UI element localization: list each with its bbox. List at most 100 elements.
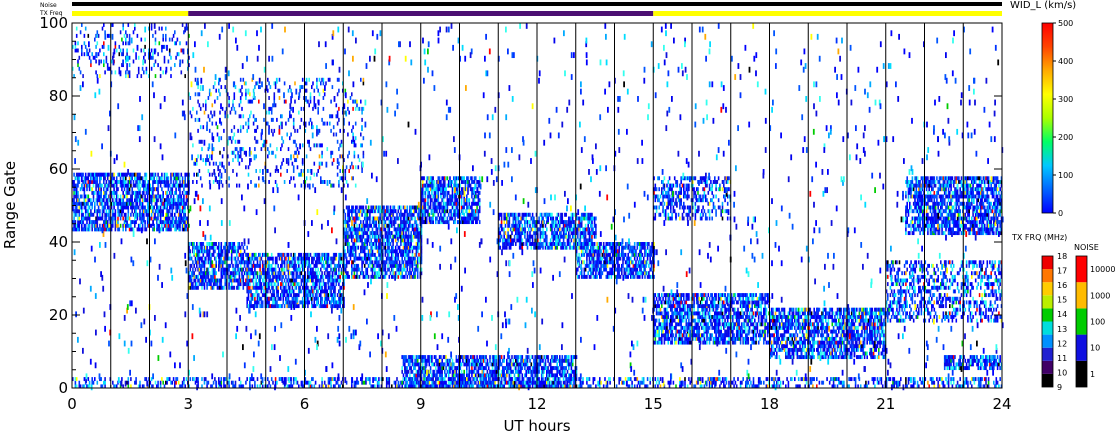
echo-cell (214, 274, 216, 279)
echo-cell (686, 336, 689, 341)
echo-cell (246, 263, 248, 268)
echo-cell (688, 336, 690, 341)
echo-cell (410, 212, 412, 217)
echo-cell (627, 274, 629, 279)
echo-cell (406, 249, 409, 254)
echo-cell (134, 209, 136, 214)
echo-cell (82, 201, 84, 206)
echo-cell (506, 242, 508, 246)
echo-cell (156, 180, 158, 184)
echo-cell (400, 220, 402, 225)
echo-cell (110, 172, 113, 177)
echo-cell (83, 176, 86, 181)
echo-cell (380, 252, 383, 257)
echo-cell (220, 256, 223, 261)
echo-cell (286, 260, 288, 265)
echo-cell (340, 267, 343, 272)
echo-cell (402, 242, 405, 246)
echo-cell (176, 180, 179, 184)
echo-cell (383, 267, 385, 272)
echo-cell (74, 183, 77, 188)
echo-cell (263, 282, 265, 287)
echo-cell (307, 271, 309, 276)
echo-cell (292, 271, 295, 276)
echo-cell (405, 252, 407, 257)
echo-cell (601, 271, 604, 276)
echo-cell (221, 263, 224, 268)
echo-cell (409, 271, 411, 276)
echo-cell (666, 329, 668, 334)
echo-cell (712, 296, 715, 301)
echo-cell (189, 282, 192, 287)
echo-cell (363, 274, 366, 279)
echo-cell (358, 212, 361, 217)
echo-cell (349, 216, 352, 221)
echo-cell (159, 212, 162, 217)
echo-cell (121, 183, 123, 188)
echo-cell (382, 242, 384, 246)
echo-cell (498, 216, 500, 221)
echo-cell (711, 307, 713, 312)
echo-cell (326, 260, 329, 265)
echo-cell (91, 187, 93, 192)
echo-cell (308, 289, 310, 294)
echo-cell (347, 245, 349, 250)
echo-cell (714, 315, 716, 319)
echo-cell (404, 242, 406, 246)
echo-cell (360, 256, 362, 261)
echo-cell (614, 245, 617, 250)
echo-cell (154, 201, 157, 206)
echo-cell (162, 190, 164, 195)
echo-cell (533, 216, 535, 221)
echo-cell (353, 271, 356, 276)
echo-cell (323, 271, 326, 276)
echo-cell (252, 263, 255, 268)
echo-cell (326, 271, 329, 276)
echo-cell (210, 242, 212, 246)
echo-cell (184, 205, 186, 210)
echo-cell (126, 194, 128, 199)
echo-cell (258, 300, 260, 305)
echo-cell (97, 227, 100, 232)
echo-cell (347, 242, 349, 246)
echo-cell (391, 260, 393, 265)
echo-cell (132, 212, 135, 217)
echo-cell (318, 278, 321, 283)
echo-cell (463, 187, 465, 192)
echo-cell (672, 293, 675, 298)
echo-cell (473, 194, 476, 199)
echo-cell (511, 231, 513, 236)
echo-cell (685, 322, 688, 327)
echo-cell (94, 227, 96, 232)
echo-cell (450, 198, 453, 203)
echo-cell (233, 242, 236, 246)
echo-cell (225, 249, 228, 254)
echo-cell (637, 263, 640, 268)
echo-cell (166, 212, 168, 217)
echo-cell (118, 172, 121, 177)
echo-cell (150, 223, 153, 228)
echo-cell (249, 289, 251, 294)
echo-cell (373, 274, 375, 279)
echo-cell (673, 336, 676, 341)
echo-cell (157, 212, 159, 217)
echo-cell (87, 223, 90, 228)
echo-cell (451, 180, 454, 184)
echo-cell (177, 220, 180, 225)
echo-cell (108, 205, 110, 210)
echo-cell (229, 245, 232, 250)
echo-cell (168, 227, 171, 232)
echo-cell (175, 183, 177, 188)
echo-cell (277, 263, 279, 268)
echo-cell (131, 201, 133, 206)
echo-cell (552, 220, 555, 225)
echo-cell (170, 187, 172, 192)
echo-cell (640, 256, 642, 261)
echo-cell (168, 209, 171, 214)
echo-cell (609, 252, 611, 257)
echo-cell (163, 180, 166, 184)
echo-cell (666, 322, 668, 327)
echo-cell (414, 216, 416, 221)
echo-cell (445, 220, 447, 225)
echo-cell (219, 245, 221, 250)
